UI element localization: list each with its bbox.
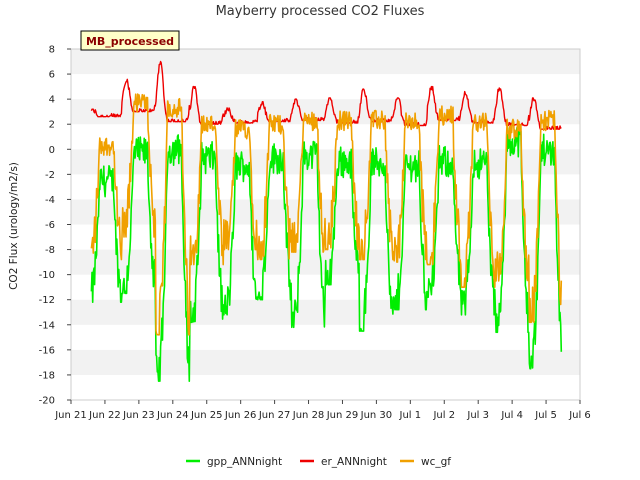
chart-title: Mayberry processed CO2 Fluxes	[216, 4, 425, 19]
legend: gpp_ANNnight er_ANNnight wc_gf	[186, 456, 451, 468]
grid-band	[71, 174, 580, 200]
dataset-badge-text: MB_processed	[86, 35, 174, 48]
x-tick-label: Jun 30	[360, 410, 393, 421]
y-axis-label: CO2 Flux (urology/m2/s)	[8, 162, 20, 290]
x-tick-label: Jun 29	[326, 410, 359, 421]
x-tick-label: Jul 1	[399, 410, 422, 421]
x-tick-label: Jun 27	[258, 410, 291, 421]
x-tick-label: Jun 28	[292, 410, 325, 421]
x-tick-label: Jul 3	[466, 410, 489, 421]
y-tick-label: 0	[49, 145, 55, 156]
dataset-badge: MB_processed	[80, 30, 180, 51]
x-tick-label: Jul 4	[500, 410, 523, 421]
y-tick-label: 2	[49, 120, 55, 131]
y-tick-label: -8	[45, 245, 55, 256]
grid-band	[71, 74, 580, 100]
x-axis: Jun 21 Jun 22 Jun 23 Jun 24 Jun 25 Jun 26 Jun …	[54, 400, 591, 421]
y-tick-label: 4	[49, 95, 55, 106]
x-tick-label: Jun 22	[88, 410, 121, 421]
legend-label: gpp_ANNnight	[207, 456, 282, 468]
y-tick-label: -18	[39, 370, 55, 381]
y-tick-label: 6	[49, 70, 55, 81]
y-tick-label: -10	[39, 270, 55, 281]
y-tick-label: -2	[45, 170, 55, 181]
grid-band	[71, 349, 580, 375]
y-tick-label: 8	[49, 45, 55, 56]
grid-band	[71, 324, 580, 350]
x-tick-label: Jul 2	[432, 410, 455, 421]
y-tick-label: -20	[39, 396, 55, 407]
x-tick-label: Jun 24	[156, 410, 189, 421]
x-tick-label: Jun 25	[190, 410, 223, 421]
x-tick-label: Jun 21	[54, 410, 87, 421]
x-tick-label: Jul 6	[568, 410, 591, 421]
y-tick-label: -6	[45, 220, 55, 231]
grid-band	[71, 374, 580, 400]
series-lines	[90, 60, 563, 383]
x-tick-label: Jun 23	[122, 410, 155, 421]
grid-band	[71, 49, 580, 75]
y-tick-label: -4	[45, 195, 55, 206]
grid-band	[71, 124, 580, 150]
y-tick-label: -12	[39, 295, 55, 306]
legend-label: wc_gf	[421, 456, 451, 468]
x-tick-label: Jun 26	[224, 410, 257, 421]
y-tick-label: -16	[39, 345, 55, 356]
y-tick-label: -14	[39, 320, 55, 331]
dataset-badge-box	[80, 30, 180, 51]
legend-label: er_ANNnight	[321, 456, 387, 468]
grid-band	[71, 149, 580, 175]
x-tick-label: Jul 5	[534, 410, 557, 421]
series-line-gpp_ANNnight	[90, 126, 563, 383]
series-line-wc_gf	[90, 93, 563, 336]
